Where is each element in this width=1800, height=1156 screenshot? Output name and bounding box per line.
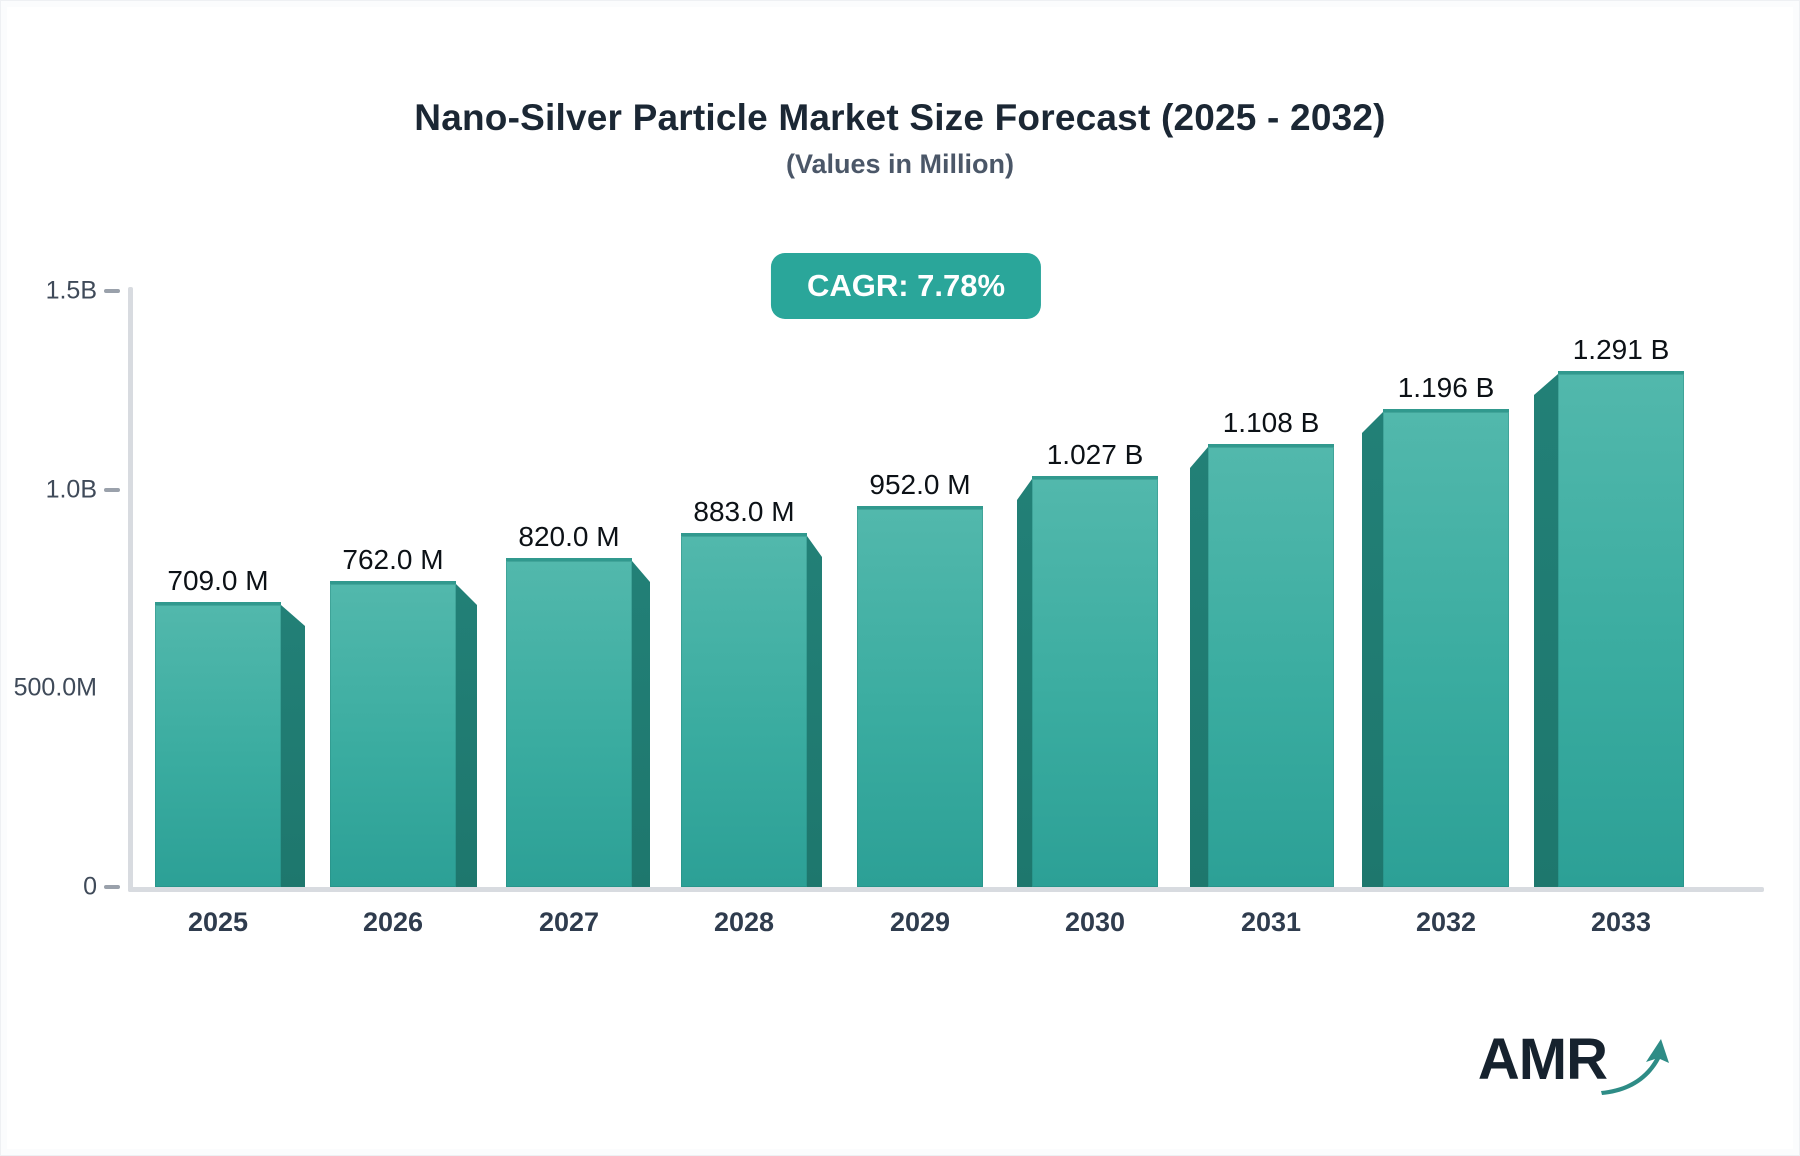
chart-subtitle: (Values in Million)	[785, 149, 1015, 179]
x-axis-label-2025: 2025	[187, 907, 249, 937]
x-axis-label-2030: 2030	[1064, 907, 1126, 937]
y-axis-tick	[104, 289, 120, 293]
bar-2033	[1534, 371, 1684, 887]
bar-value-label: 1.196 B	[1397, 372, 1495, 403]
x-axis-label-2032: 2032	[1415, 907, 1477, 937]
amr-logo: AMR	[1478, 1031, 1677, 1097]
x-axis-label-2028: 2028	[713, 907, 775, 937]
bar-side-2025	[281, 605, 305, 887]
y-axis-label: 1.5B	[45, 276, 97, 305]
bar-front-2032	[1383, 409, 1509, 887]
cagr-badge: CAGR: 7.78%	[770, 253, 1042, 319]
bar-front-2027	[506, 558, 632, 887]
x-axis-line	[128, 887, 1764, 892]
trend-up-arrow-icon	[1601, 1039, 1669, 1095]
bar-front-2030	[1032, 476, 1158, 887]
bar-value-label: 1.108 B	[1222, 407, 1320, 438]
bar-value-label: 952.0 M	[869, 469, 971, 500]
bar-2025	[155, 602, 305, 887]
bar-front-2031	[1208, 444, 1334, 887]
bar-value-label: 820.0 M	[518, 521, 620, 552]
bar-value-label: 1.027 B	[1046, 439, 1144, 470]
x-axis-label-2029: 2029	[889, 907, 951, 937]
bar-side-2028	[807, 536, 822, 887]
bar-side-2026	[456, 584, 477, 887]
y-axis-label: 1.0B	[45, 475, 97, 504]
bar-value-label: 1.291 B	[1572, 334, 1670, 365]
bar-front-2029	[857, 506, 983, 887]
bar-side-2031	[1190, 447, 1208, 887]
bar-front-2028	[681, 533, 807, 887]
bar-side-2033	[1534, 374, 1558, 887]
bar-2032	[1362, 409, 1509, 887]
y-axis-tick	[104, 885, 120, 889]
bar-2027	[506, 558, 650, 887]
x-axis-label-2026: 2026	[362, 907, 424, 937]
bar-2028	[681, 533, 822, 887]
bar-2029	[857, 506, 983, 887]
chart-title: Nano-Silver Particle Market Size Forecas…	[414, 97, 1386, 138]
bar-side-2030	[1017, 479, 1032, 887]
bar-2026	[330, 581, 477, 887]
bar-side-2032	[1362, 412, 1383, 887]
bar-2031	[1190, 444, 1334, 887]
y-axis-tick	[104, 487, 120, 492]
y-axis-label: 0	[83, 872, 97, 901]
bar-front-2026	[330, 581, 456, 887]
y-axis-line	[128, 287, 133, 892]
bar-2030	[1017, 476, 1158, 887]
bar-value-label: 762.0 M	[342, 544, 444, 575]
bar-front-2033	[1558, 371, 1684, 887]
bar-value-label: 709.0 M	[167, 565, 269, 596]
x-axis-label-2031: 2031	[1240, 907, 1302, 937]
y-axis-label: 500.0M	[13, 673, 97, 702]
bar-side-2027	[632, 561, 650, 887]
x-axis-label-2027: 2027	[538, 907, 600, 937]
bar-front-2025	[155, 602, 281, 887]
bar-value-label: 883.0 M	[693, 496, 795, 527]
amr-logo-text: AMR	[1477, 1027, 1608, 1092]
x-axis-label-2033: 2033	[1590, 907, 1652, 937]
